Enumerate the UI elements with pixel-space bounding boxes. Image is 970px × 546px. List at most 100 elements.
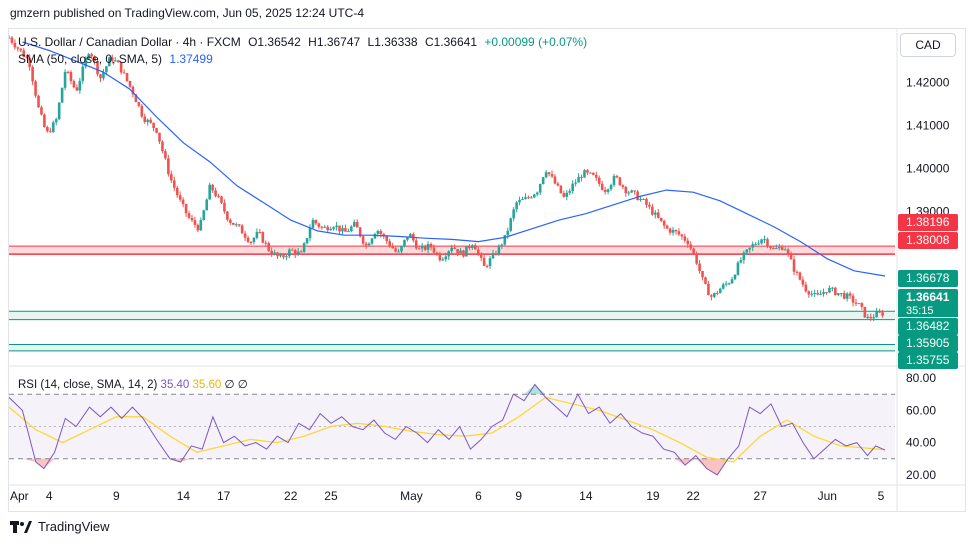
candle-down xyxy=(379,230,383,235)
rsi-legend[interactable]: RSI (14, close, SMA, 14, 2) 35.40 35.60 … xyxy=(18,377,248,391)
rsi-band-bg xyxy=(9,394,895,459)
candle-up xyxy=(736,262,740,275)
candle-up xyxy=(323,226,327,228)
rsi-tick-label: 40.00 xyxy=(906,436,936,450)
candle-down xyxy=(267,243,271,251)
rsi-oversold-fill xyxy=(22,458,36,463)
candle-down xyxy=(152,122,155,129)
candle-up xyxy=(775,248,778,250)
candle-up xyxy=(739,260,743,263)
candle-up xyxy=(630,190,634,193)
candle-down xyxy=(16,47,20,49)
candle-up xyxy=(113,60,117,62)
candle-down xyxy=(881,312,884,316)
candle-up xyxy=(530,197,533,199)
candle-down xyxy=(772,248,775,250)
candle-up xyxy=(444,256,448,260)
candle-up xyxy=(813,292,816,294)
candle-up xyxy=(654,212,657,215)
candle-down xyxy=(559,185,563,194)
candle-down xyxy=(553,176,557,184)
candle-down xyxy=(429,243,433,248)
candle-down xyxy=(140,105,144,117)
symbol-legend[interactable]: U.S. Dollar / Canadian Dollar · 4h · FXC… xyxy=(18,35,591,49)
price-zones xyxy=(9,245,895,352)
candle-down xyxy=(848,293,852,296)
candle-up xyxy=(524,197,527,200)
candle-down xyxy=(834,287,837,296)
candle-up xyxy=(757,243,760,245)
candle-up xyxy=(506,230,510,236)
candle-down xyxy=(438,253,442,261)
candle-down xyxy=(344,228,347,232)
candle-down xyxy=(686,240,690,245)
sma-legend[interactable]: SMA (50, close, 0, SMA, 5) 1.37499 xyxy=(18,52,217,66)
candle-down xyxy=(798,272,802,280)
candle-down xyxy=(270,250,273,255)
candle-down xyxy=(789,253,793,260)
candle-up xyxy=(376,230,380,234)
candle-up xyxy=(724,283,728,285)
candle-down xyxy=(863,306,867,318)
time-tick-label: 25 xyxy=(324,489,338,503)
candle-up xyxy=(810,293,814,295)
candle-down xyxy=(589,172,592,174)
candle-up xyxy=(857,303,861,305)
currency-button[interactable]: CAD xyxy=(900,33,956,57)
ohlc-low: L1.36338 xyxy=(367,35,418,49)
price-tag-label: 1.35755 xyxy=(906,353,950,367)
candle-down xyxy=(550,174,554,177)
symbol-title: U.S. Dollar / Canadian Dollar · 4h · FXC… xyxy=(18,35,241,49)
candle-down xyxy=(128,81,132,87)
candle-up xyxy=(302,243,306,252)
chart-frame[interactable] xyxy=(8,28,966,512)
candle-up xyxy=(329,229,332,231)
candle-up xyxy=(406,237,409,240)
candle-up xyxy=(420,245,424,249)
rsi-oversold-fill xyxy=(685,458,696,466)
candle-down xyxy=(668,228,672,233)
candle-up xyxy=(671,229,675,233)
candle-down xyxy=(93,56,96,61)
candle-down xyxy=(28,57,31,68)
candle-down xyxy=(96,60,99,75)
rsi-tick-label: 60.00 xyxy=(906,403,936,417)
candle-up xyxy=(612,176,616,185)
candle-up xyxy=(335,225,338,228)
candle-down xyxy=(594,174,598,178)
candle-down xyxy=(261,232,265,243)
candle-up xyxy=(199,219,203,231)
candle-down xyxy=(417,248,421,250)
candle-down xyxy=(816,292,819,295)
candle-up xyxy=(308,228,312,239)
candle-down xyxy=(137,102,141,106)
candle-down xyxy=(13,42,17,48)
candle-down xyxy=(172,180,176,188)
candle-up xyxy=(872,317,876,319)
candle-down xyxy=(648,204,651,207)
price-tag-bg xyxy=(898,214,958,231)
candle-down xyxy=(624,186,628,194)
time-tick-label: Apr xyxy=(10,489,29,503)
candle-down xyxy=(766,239,769,247)
candle-down xyxy=(37,95,40,108)
candle-down xyxy=(34,81,37,96)
candle-down xyxy=(636,191,639,201)
candle-down xyxy=(656,212,660,218)
candle-up xyxy=(733,274,737,280)
candle-down xyxy=(99,74,102,79)
candle-down xyxy=(795,271,799,273)
candle-down xyxy=(258,232,262,234)
candle-down xyxy=(40,107,43,115)
candle-down xyxy=(878,311,881,313)
candle-down xyxy=(621,185,625,187)
candle-down xyxy=(659,217,663,221)
candle-down xyxy=(10,37,14,43)
candle-down xyxy=(211,184,214,191)
price-tag-label: 1.35905 xyxy=(906,336,950,350)
candle-up xyxy=(828,287,831,293)
candle-up xyxy=(533,194,536,198)
tradingview-logo-icon xyxy=(10,520,32,533)
candle-down xyxy=(674,229,678,232)
